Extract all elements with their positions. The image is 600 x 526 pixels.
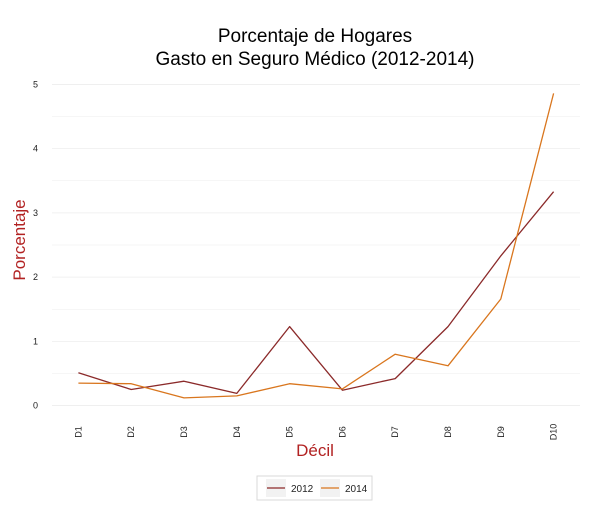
x-tick-label: D6: [337, 426, 347, 438]
gridlines: [52, 84, 580, 406]
x-tick-label: D1: [73, 426, 83, 438]
x-tick-label: D10: [549, 424, 559, 441]
chart-title-line-1: Porcentaje de Hogares: [218, 26, 412, 47]
x-axis-title: Décil: [296, 441, 334, 460]
y-tick-label: 0: [33, 401, 38, 411]
x-tick-label: D9: [496, 426, 506, 438]
x-tick-label: D8: [443, 426, 453, 438]
series-line-2012: [78, 191, 555, 395]
x-tick-label: D4: [232, 426, 242, 438]
x-tick-label: D5: [285, 426, 295, 438]
chart-title-line-2: Gasto en Seguro Médico (2012-2014): [156, 49, 475, 70]
x-tick-label: D2: [126, 426, 136, 438]
y-axis-ticks: 0 1 2 3 4 5: [33, 79, 38, 410]
y-tick-label: 2: [33, 272, 38, 282]
legend-label-2012: 2012: [291, 484, 314, 495]
y-tick-label: 3: [33, 208, 38, 218]
y-tick-label: 5: [33, 79, 38, 89]
x-tick-label: D7: [390, 426, 400, 438]
y-tick-label: 4: [33, 144, 38, 154]
legend: 2012 2014: [256, 475, 373, 501]
y-tick-label: 1: [33, 336, 38, 346]
legend-label-2014: 2014: [345, 484, 368, 495]
y-axis-title: Porcentaje: [10, 199, 29, 280]
x-tick-label: D3: [179, 426, 189, 438]
x-axis-ticks: D1 D2 D3 D4 D5 D6 D7 D8 D9 D10: [73, 424, 558, 441]
series-lines: [78, 93, 555, 399]
series-line-2014: [78, 93, 555, 399]
